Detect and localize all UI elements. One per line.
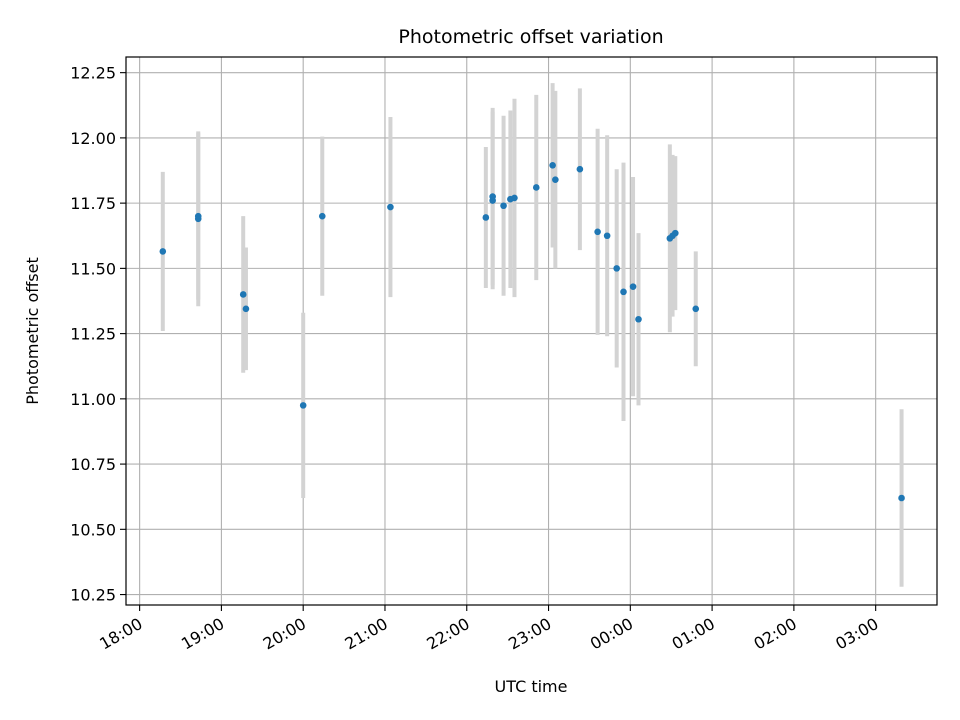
x-axis-title: UTC time (495, 677, 568, 696)
data-point (489, 197, 496, 204)
data-point (482, 214, 490, 221)
data-point (620, 288, 627, 296)
data-point (603, 232, 611, 240)
y-tick-label: 11.75 (70, 194, 116, 213)
data-point (239, 291, 247, 298)
data-point (242, 305, 250, 313)
data-point (629, 283, 637, 290)
data-point (532, 184, 540, 191)
y-axis: 10.25 10.50 10.75 11.00 11.25 11.50 11.75 12.00… (70, 64, 126, 605)
data-point (613, 265, 620, 272)
data-point (635, 315, 642, 323)
data-point (549, 161, 556, 169)
data-point (387, 203, 394, 211)
plot-frame (125, 56, 938, 606)
data-point (299, 402, 307, 409)
y-tick-label: 11.25 (70, 325, 116, 344)
data-points (159, 161, 905, 502)
data-point (671, 229, 679, 237)
data-point (552, 176, 559, 183)
y-tick-label: 10.25 (70, 586, 116, 605)
data-point (511, 194, 518, 202)
y-tick-label: 11.50 (70, 259, 116, 278)
y-axis-title: Photometric offset (23, 257, 42, 405)
data-point (159, 248, 167, 255)
data-point (898, 494, 905, 502)
chart-title: Photometric offset variation (398, 26, 663, 48)
y-tick-label: 10.75 (70, 455, 116, 474)
grid (126, 57, 937, 605)
y-tick-label: 12.00 (70, 129, 116, 148)
data-point (194, 212, 202, 220)
y-tick-label: 10.50 (70, 520, 116, 539)
data-point (576, 165, 584, 173)
y-tick-label: 11.00 (70, 390, 116, 409)
data-point (500, 202, 507, 210)
data-point (318, 212, 326, 220)
data-point (692, 305, 700, 313)
y-tick-label: 12.25 (70, 64, 116, 83)
data-point (594, 228, 601, 236)
